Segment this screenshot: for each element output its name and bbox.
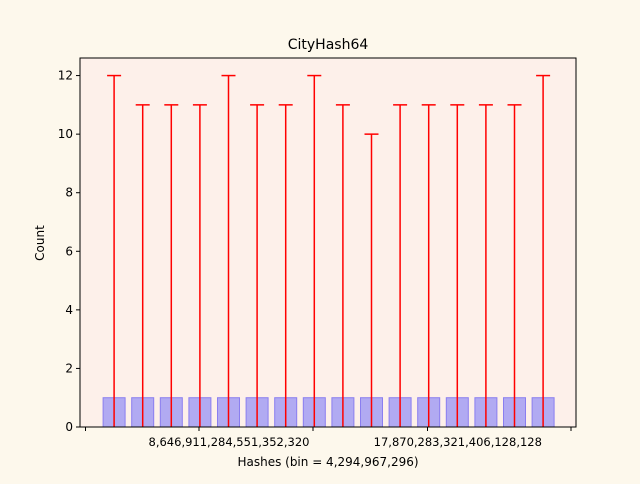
y-tick-label: 8 bbox=[65, 186, 73, 200]
chart-title: CityHash64 bbox=[288, 37, 369, 53]
plot-area bbox=[80, 58, 576, 427]
x-tick-label: 8,646,911,284,551,352,320 bbox=[149, 435, 310, 449]
x-axis: 8,646,911,284,551,352,320 17,870,283,321,… bbox=[85, 427, 572, 449]
y-tick-label: 6 bbox=[65, 244, 73, 258]
y-tick-label: 0 bbox=[65, 420, 73, 434]
y-tick-label: 10 bbox=[58, 127, 73, 141]
x-axis-label: Hashes (bin = 4,294,967,296) bbox=[237, 455, 418, 469]
y-tick-label: 2 bbox=[65, 361, 73, 375]
y-tick-label: 12 bbox=[58, 69, 73, 83]
y-tick-label: 4 bbox=[65, 303, 73, 317]
y-axis-label: Count bbox=[33, 225, 47, 261]
plot-frame bbox=[79, 57, 577, 428]
y-axis: 0 2 4 6 8 10 12 bbox=[58, 69, 80, 434]
x-tick-label: 17,870,283,321,406,128,128 bbox=[374, 435, 542, 449]
error-bars-layer bbox=[107, 74, 551, 427]
